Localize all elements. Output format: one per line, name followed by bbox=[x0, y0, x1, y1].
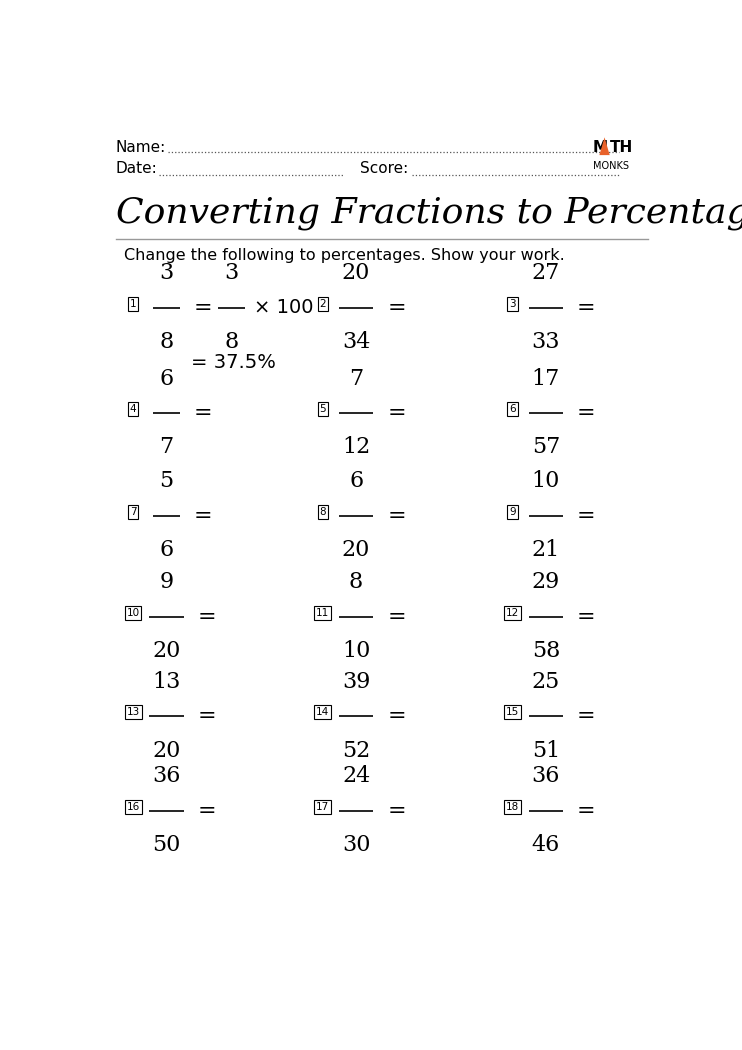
Text: 6: 6 bbox=[349, 470, 363, 492]
Text: 3: 3 bbox=[160, 262, 174, 285]
Text: 46: 46 bbox=[532, 835, 560, 856]
Text: =: = bbox=[197, 801, 216, 821]
Text: 9: 9 bbox=[509, 507, 516, 517]
Text: 29: 29 bbox=[532, 571, 560, 593]
Text: 20: 20 bbox=[342, 262, 370, 285]
Text: 17: 17 bbox=[316, 802, 329, 812]
Text: =: = bbox=[387, 298, 406, 318]
Text: 51: 51 bbox=[532, 739, 560, 761]
Text: =: = bbox=[577, 403, 596, 423]
Text: 7: 7 bbox=[130, 507, 137, 517]
Text: 10: 10 bbox=[126, 608, 139, 617]
Text: 7: 7 bbox=[160, 437, 174, 459]
Text: Converting Fractions to Percentages: Converting Fractions to Percentages bbox=[116, 195, 742, 230]
Text: 8: 8 bbox=[224, 332, 238, 354]
Text: Score:: Score: bbox=[360, 162, 408, 176]
Text: 25: 25 bbox=[532, 671, 560, 693]
Text: 33: 33 bbox=[531, 332, 560, 354]
Text: 12: 12 bbox=[506, 608, 519, 617]
Text: =: = bbox=[387, 707, 406, 727]
Text: 52: 52 bbox=[342, 739, 370, 761]
Text: 6: 6 bbox=[160, 539, 174, 561]
Text: 20: 20 bbox=[152, 739, 180, 761]
Text: Date:: Date: bbox=[116, 162, 157, 176]
Text: 20: 20 bbox=[152, 640, 180, 663]
Text: 18: 18 bbox=[506, 802, 519, 812]
Text: 10: 10 bbox=[532, 470, 560, 492]
Text: =: = bbox=[577, 607, 596, 627]
Text: 30: 30 bbox=[342, 835, 370, 856]
Text: 14: 14 bbox=[316, 707, 329, 717]
Text: 3: 3 bbox=[224, 262, 238, 285]
Text: 8: 8 bbox=[160, 332, 174, 354]
Text: TH: TH bbox=[611, 141, 634, 155]
Text: Name:: Name: bbox=[116, 140, 166, 154]
Text: 8: 8 bbox=[320, 507, 326, 517]
Text: 5: 5 bbox=[320, 404, 326, 414]
Text: 15: 15 bbox=[506, 707, 519, 717]
Text: =: = bbox=[577, 801, 596, 821]
Text: =: = bbox=[387, 403, 406, 423]
Polygon shape bbox=[600, 138, 610, 155]
Text: 36: 36 bbox=[152, 765, 180, 788]
Text: =: = bbox=[387, 607, 406, 627]
Text: 50: 50 bbox=[152, 835, 180, 856]
Text: 13: 13 bbox=[126, 707, 139, 717]
Text: Change the following to percentages. Show your work.: Change the following to percentages. Sho… bbox=[125, 248, 565, 262]
Text: 39: 39 bbox=[342, 671, 370, 693]
Text: =: = bbox=[194, 403, 213, 423]
Text: 27: 27 bbox=[532, 262, 560, 285]
Text: 6: 6 bbox=[509, 404, 516, 414]
Text: =: = bbox=[194, 298, 213, 318]
Text: 21: 21 bbox=[532, 539, 560, 561]
Text: =: = bbox=[197, 707, 216, 727]
Text: 12: 12 bbox=[342, 437, 370, 459]
Text: =: = bbox=[197, 607, 216, 627]
Text: 1: 1 bbox=[130, 299, 137, 309]
Text: 8: 8 bbox=[349, 571, 364, 593]
Text: 5: 5 bbox=[160, 470, 174, 492]
Text: 2: 2 bbox=[320, 299, 326, 309]
Text: =: = bbox=[387, 801, 406, 821]
Text: 4: 4 bbox=[130, 404, 137, 414]
Text: 3: 3 bbox=[509, 299, 516, 309]
Text: =: = bbox=[577, 298, 596, 318]
Text: 58: 58 bbox=[532, 640, 560, 663]
Text: 20: 20 bbox=[342, 539, 370, 561]
Text: =: = bbox=[577, 506, 596, 526]
Text: =: = bbox=[577, 707, 596, 727]
Text: × 100: × 100 bbox=[255, 298, 314, 317]
Text: 13: 13 bbox=[152, 671, 180, 693]
Text: =: = bbox=[194, 506, 213, 526]
Text: 24: 24 bbox=[342, 765, 370, 788]
Text: MONKS: MONKS bbox=[594, 162, 629, 171]
Text: 34: 34 bbox=[342, 332, 370, 354]
Text: 11: 11 bbox=[316, 608, 329, 617]
Text: 57: 57 bbox=[532, 437, 560, 459]
Text: 9: 9 bbox=[160, 571, 174, 593]
Text: =: = bbox=[387, 506, 406, 526]
Text: 6: 6 bbox=[160, 368, 174, 390]
Text: 16: 16 bbox=[126, 802, 139, 812]
Text: M: M bbox=[593, 141, 608, 155]
Text: 36: 36 bbox=[532, 765, 560, 788]
Text: = 37.5%: = 37.5% bbox=[191, 354, 276, 373]
Text: 17: 17 bbox=[532, 368, 560, 390]
Text: 7: 7 bbox=[349, 368, 363, 390]
Text: 10: 10 bbox=[342, 640, 370, 663]
